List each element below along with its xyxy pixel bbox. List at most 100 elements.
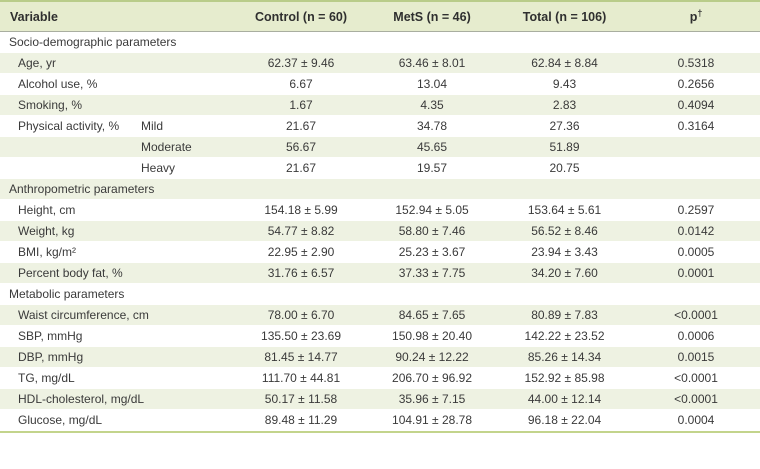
row-label: Alcohol use, % (0, 73, 125, 95)
dagger-footnote-mark: † (697, 7, 703, 18)
mets-value: 25.23 ± 3.67 (367, 241, 498, 263)
control-value: 81.45 ± 14.77 (235, 346, 368, 368)
control-value: 54.77 ± 8.82 (235, 220, 368, 242)
p-value: 0.3164 (632, 115, 760, 137)
control-value: 154.18 ± 5.99 (235, 199, 368, 221)
table-row: Alcohol use, % 6.67 13.04 9.43 0.2656 (0, 73, 760, 95)
row-sub-label (125, 73, 236, 95)
mets-value: 13.04 (367, 73, 498, 95)
header-total: Total (n = 106) (497, 2, 633, 32)
section-row: Anthropometric parameters (0, 178, 760, 200)
table-row: Physical activity, % Mild 21.67 34.78 27… (0, 115, 760, 137)
total-value: 34.20 ± 7.60 (497, 262, 633, 284)
total-value: 51.89 (497, 136, 633, 158)
p-value: <0.0001 (632, 367, 760, 389)
mets-value: 206.70 ± 96.92 (367, 367, 498, 389)
control-value: 62.37 ± 9.46 (235, 52, 368, 74)
row-label: DBP, mmHg (0, 346, 125, 368)
p-value: 0.2656 (632, 73, 760, 95)
table-row: Age, yr 62.37 ± 9.46 63.46 ± 8.01 62.84 … (0, 52, 760, 74)
control-value: 1.67 (235, 94, 368, 116)
header-p: p† (632, 2, 760, 32)
p-value (632, 136, 760, 158)
mets-value: 19.57 (367, 157, 498, 179)
total-value: 23.94 ± 3.43 (497, 241, 633, 263)
control-value: 22.95 ± 2.90 (235, 241, 368, 263)
row-sub-label (125, 262, 236, 284)
row-sub-label (125, 199, 236, 221)
section-row: Metabolic parameters (0, 283, 760, 305)
total-value: 142.22 ± 23.52 (497, 325, 633, 347)
row-label: Weight, kg (0, 220, 125, 242)
section-label: Anthropometric parameters (0, 178, 760, 200)
row-label: Height, cm (0, 199, 125, 221)
row-label: Waist circumference, cm (0, 304, 149, 326)
row-sub-label (125, 346, 236, 368)
row-label: BMI, kg/m² (0, 241, 125, 263)
row-sub-label: Moderate (125, 136, 236, 158)
control-value: 135.50 ± 23.69 (235, 325, 368, 347)
control-value: 21.67 (235, 157, 368, 179)
p-value: <0.0001 (632, 304, 760, 326)
section-label: Socio-demographic parameters (0, 31, 760, 53)
row-sub-label (125, 367, 236, 389)
row-label: SBP, mmHg (0, 325, 125, 347)
row-sub-label (125, 94, 236, 116)
total-value: 85.26 ± 14.34 (497, 346, 633, 368)
total-value: 153.64 ± 5.61 (497, 199, 633, 221)
control-value: 31.76 ± 6.57 (235, 262, 368, 284)
total-value: 56.52 ± 8.46 (497, 220, 633, 242)
mets-value: 58.80 ± 7.46 (367, 220, 498, 242)
row-label: Smoking, % (0, 94, 125, 116)
row-label: Percent body fat, % (0, 262, 125, 284)
comparison-table: Variable Control (n = 60) MetS (n = 46) … (0, 0, 760, 433)
total-value: 80.89 ± 7.83 (497, 304, 633, 326)
header-control: Control (n = 60) (235, 2, 368, 32)
section-row: Socio-demographic parameters (0, 31, 760, 53)
mets-value: 45.65 (367, 136, 498, 158)
table-row: Heavy 21.67 19.57 20.75 (0, 157, 760, 179)
mets-value: 37.33 ± 7.75 (367, 262, 498, 284)
total-value: 2.83 (497, 94, 633, 116)
p-value: 0.0005 (632, 241, 760, 263)
row-sub-label (125, 409, 236, 431)
row-label: Glucose, mg/dL (0, 409, 125, 431)
p-value: 0.0001 (632, 262, 760, 284)
section-label: Metabolic parameters (0, 283, 760, 305)
row-sub-label (125, 304, 236, 326)
p-value (632, 157, 760, 179)
row-label: Physical activity, % (0, 115, 125, 137)
header-mets: MetS (n = 46) (367, 2, 498, 32)
total-value: 44.00 ± 12.14 (497, 388, 633, 410)
total-value: 20.75 (497, 157, 633, 179)
table-row: BMI, kg/m² 22.95 ± 2.90 25.23 ± 3.67 23.… (0, 241, 760, 263)
mets-value: 90.24 ± 12.22 (367, 346, 498, 368)
row-label: TG, mg/dL (0, 367, 125, 389)
table-header: Variable Control (n = 60) MetS (n = 46) … (0, 2, 760, 32)
row-label: Age, yr (0, 52, 125, 74)
row-sub-label (125, 241, 236, 263)
row-label: HDL-cholesterol, mg/dL (0, 388, 144, 410)
row-label (0, 136, 125, 158)
row-sub-label (125, 52, 236, 74)
header-variable: Variable (0, 2, 236, 32)
total-value: 62.84 ± 8.84 (497, 52, 633, 74)
table-row: Percent body fat, % 31.76 ± 6.57 37.33 ±… (0, 262, 760, 284)
mets-value: 35.96 ± 7.15 (367, 388, 498, 410)
table-row: HDL-cholesterol, mg/dL 50.17 ± 11.58 35.… (0, 388, 760, 410)
p-value: 0.4094 (632, 94, 760, 116)
p-value: 0.5318 (632, 52, 760, 74)
table-row: SBP, mmHg 135.50 ± 23.69 150.98 ± 20.40 … (0, 325, 760, 347)
table-row: Height, cm 154.18 ± 5.99 152.94 ± 5.05 1… (0, 199, 760, 221)
table-row: Waist circumference, cm 78.00 ± 6.70 84.… (0, 304, 760, 326)
table-row: TG, mg/dL 111.70 ± 44.81 206.70 ± 96.92 … (0, 367, 760, 389)
control-value: 50.17 ± 11.58 (235, 388, 368, 410)
table-body: Socio-demographic parameters Age, yr 62.… (0, 31, 760, 431)
control-value: 21.67 (235, 115, 368, 137)
row-sub-label (125, 325, 236, 347)
row-sub-label: Mild (125, 115, 236, 137)
mets-value: 104.91 ± 28.78 (367, 409, 498, 431)
total-value: 9.43 (497, 73, 633, 95)
header-p-label: p (689, 9, 698, 24)
control-value: 78.00 ± 6.70 (235, 304, 368, 326)
